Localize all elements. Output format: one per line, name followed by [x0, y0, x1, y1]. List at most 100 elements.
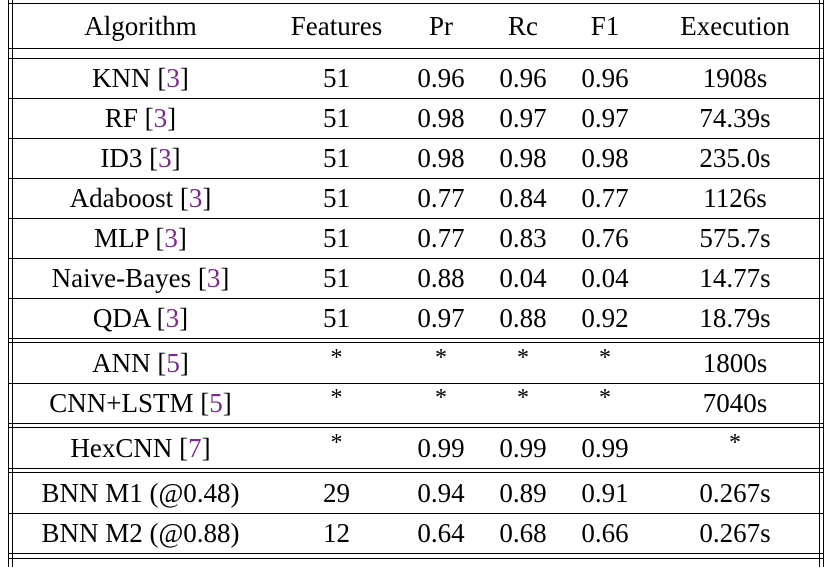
- cell-value: *: [330, 345, 343, 371]
- f1-cell: 0.04: [564, 263, 646, 294]
- table-rule: [8, 342, 824, 343]
- cell-value: 12: [323, 518, 350, 548]
- features-cell: 12: [273, 518, 400, 549]
- citation-bracket: ]: [220, 263, 230, 293]
- algorithm-name: Naive-Bayes: [51, 263, 192, 293]
- execution-cell: 14.77s: [646, 263, 824, 294]
- results-table: Algorithm Features Pr Rc F1 Execution KNN [3] 5…: [8, 0, 824, 567]
- f1-cell: 0.92: [564, 303, 646, 334]
- table-row: KNN [3] 51 0.96 0.96 0.96 1908s: [8, 59, 824, 98]
- cell-value: *: [330, 430, 343, 456]
- algorithm-name: QDA: [92, 303, 150, 333]
- table-rule: [8, 218, 824, 219]
- cell-value: 235.0s: [699, 143, 771, 173]
- citation-link[interactable]: 3: [164, 223, 178, 253]
- citation-link[interactable]: 3: [153, 103, 168, 133]
- header-execution: Execution: [646, 11, 824, 42]
- citation-bracket: [: [193, 388, 210, 418]
- header-algorithm: Algorithm: [8, 11, 273, 42]
- cell-value: 0.64: [417, 518, 465, 548]
- features-cell: 51: [273, 263, 400, 294]
- citation-link[interactable]: 5: [209, 388, 223, 418]
- algorithm-cell: ID3 [3]: [8, 143, 273, 174]
- table-row: BNN M1 (@0.48) 29 0.94 0.89 0.91 0.267s: [8, 474, 824, 513]
- algorithm-name: ID3: [100, 143, 143, 173]
- citation-link[interactable]: 3: [166, 63, 180, 93]
- table-rule: [8, 48, 824, 49]
- table-rule: [8, 3, 824, 4]
- cell-value: 0.92: [581, 303, 629, 333]
- header-features: Features: [273, 11, 400, 42]
- citation-link[interactable]: 3: [165, 303, 180, 333]
- table-row: MLP [3] 51 0.77 0.83 0.76 575.7s: [8, 219, 824, 258]
- f1-cell: 0.96: [564, 63, 646, 94]
- table-rule: [8, 338, 824, 339]
- cell-value: 0.98: [581, 143, 629, 173]
- f1-cell: 0.66: [564, 518, 646, 549]
- algorithm-cell: Naive-Bayes [3]: [8, 263, 273, 294]
- pr-cell: *: [400, 345, 482, 379]
- table-row: HexCNN [7] * 0.99 0.99 0.99 *: [8, 429, 824, 468]
- features-cell: 51: [273, 183, 400, 214]
- execution-cell: 235.0s: [646, 143, 824, 174]
- pr-cell: 0.88: [400, 263, 482, 294]
- features-cell: *: [273, 430, 400, 464]
- citation-bracket: [: [172, 433, 189, 463]
- citation-link[interactable]: 5: [166, 348, 180, 378]
- algorithm-cell: ANN [5]: [8, 348, 273, 379]
- f1-cell: 0.99: [564, 433, 646, 464]
- cell-value: 1908s: [702, 63, 768, 93]
- cell-value: 0.04: [581, 263, 629, 293]
- citation-link[interactable]: 7: [188, 433, 202, 463]
- citation-bracket: [: [191, 263, 207, 293]
- pr-cell: 0.94: [400, 478, 482, 509]
- citation-bracket: [: [150, 348, 167, 378]
- f1-cell: 0.77: [564, 183, 646, 214]
- cell-value: 0.91: [581, 478, 629, 508]
- features-cell: 29: [273, 478, 400, 509]
- cell-value: *: [599, 385, 611, 411]
- cell-value: 0.04: [499, 263, 547, 293]
- execution-cell: 74.39s: [646, 103, 824, 134]
- header-pr: Pr: [400, 11, 482, 42]
- cell-value: 29: [323, 478, 350, 508]
- cell-value: 18.79s: [699, 303, 771, 333]
- cell-value: 0.267s: [699, 478, 771, 508]
- cell-value: 0.97: [417, 303, 465, 333]
- pr-cell: *: [400, 385, 482, 419]
- algorithm-name: CNN+LSTM: [49, 388, 194, 418]
- cell-value: 0.77: [417, 183, 465, 213]
- citation-bracket: ]: [171, 143, 181, 173]
- table-rule: [8, 258, 824, 259]
- cell-value: 0.99: [581, 433, 629, 463]
- execution-cell: 7040s: [646, 388, 824, 419]
- table-row: ID3 [3] 51 0.98 0.98 0.98 235.0s: [8, 139, 824, 178]
- features-cell: *: [273, 385, 400, 419]
- algorithm-name: BNN M1 (@0.48): [41, 478, 240, 508]
- cell-value: 0.77: [417, 223, 465, 253]
- citation-bracket: ]: [202, 183, 212, 213]
- algorithm-name: RF: [104, 103, 138, 133]
- table-rule: [8, 178, 824, 179]
- cell-value: 0.88: [499, 303, 547, 333]
- citation-bracket: ]: [179, 63, 189, 93]
- pr-cell: 0.77: [400, 183, 482, 214]
- f1-cell: 0.97: [564, 103, 646, 134]
- citation-link[interactable]: 3: [158, 143, 172, 173]
- cell-value: 0.88: [417, 263, 465, 293]
- algorithm-name: Adaboost: [69, 183, 174, 213]
- cell-value: *: [330, 385, 343, 411]
- cell-value: 0.99: [499, 433, 547, 463]
- header-label: Algorithm: [84, 11, 197, 41]
- cell-value: 0.97: [499, 103, 547, 133]
- header-row: Algorithm Features Pr Rc F1 Execution: [8, 5, 824, 48]
- citation-link[interactable]: 3: [188, 183, 203, 213]
- citation-link[interactable]: 3: [206, 263, 221, 293]
- f1-cell: *: [564, 345, 646, 379]
- cell-value: 14.77s: [699, 263, 771, 293]
- table-border-vertical: [12, 0, 13, 567]
- rc-cell: *: [482, 345, 564, 379]
- table-rule: [8, 472, 824, 473]
- algorithm-cell: KNN [3]: [8, 63, 273, 94]
- table-row: ANN [5] * * * * 1800s: [8, 344, 824, 383]
